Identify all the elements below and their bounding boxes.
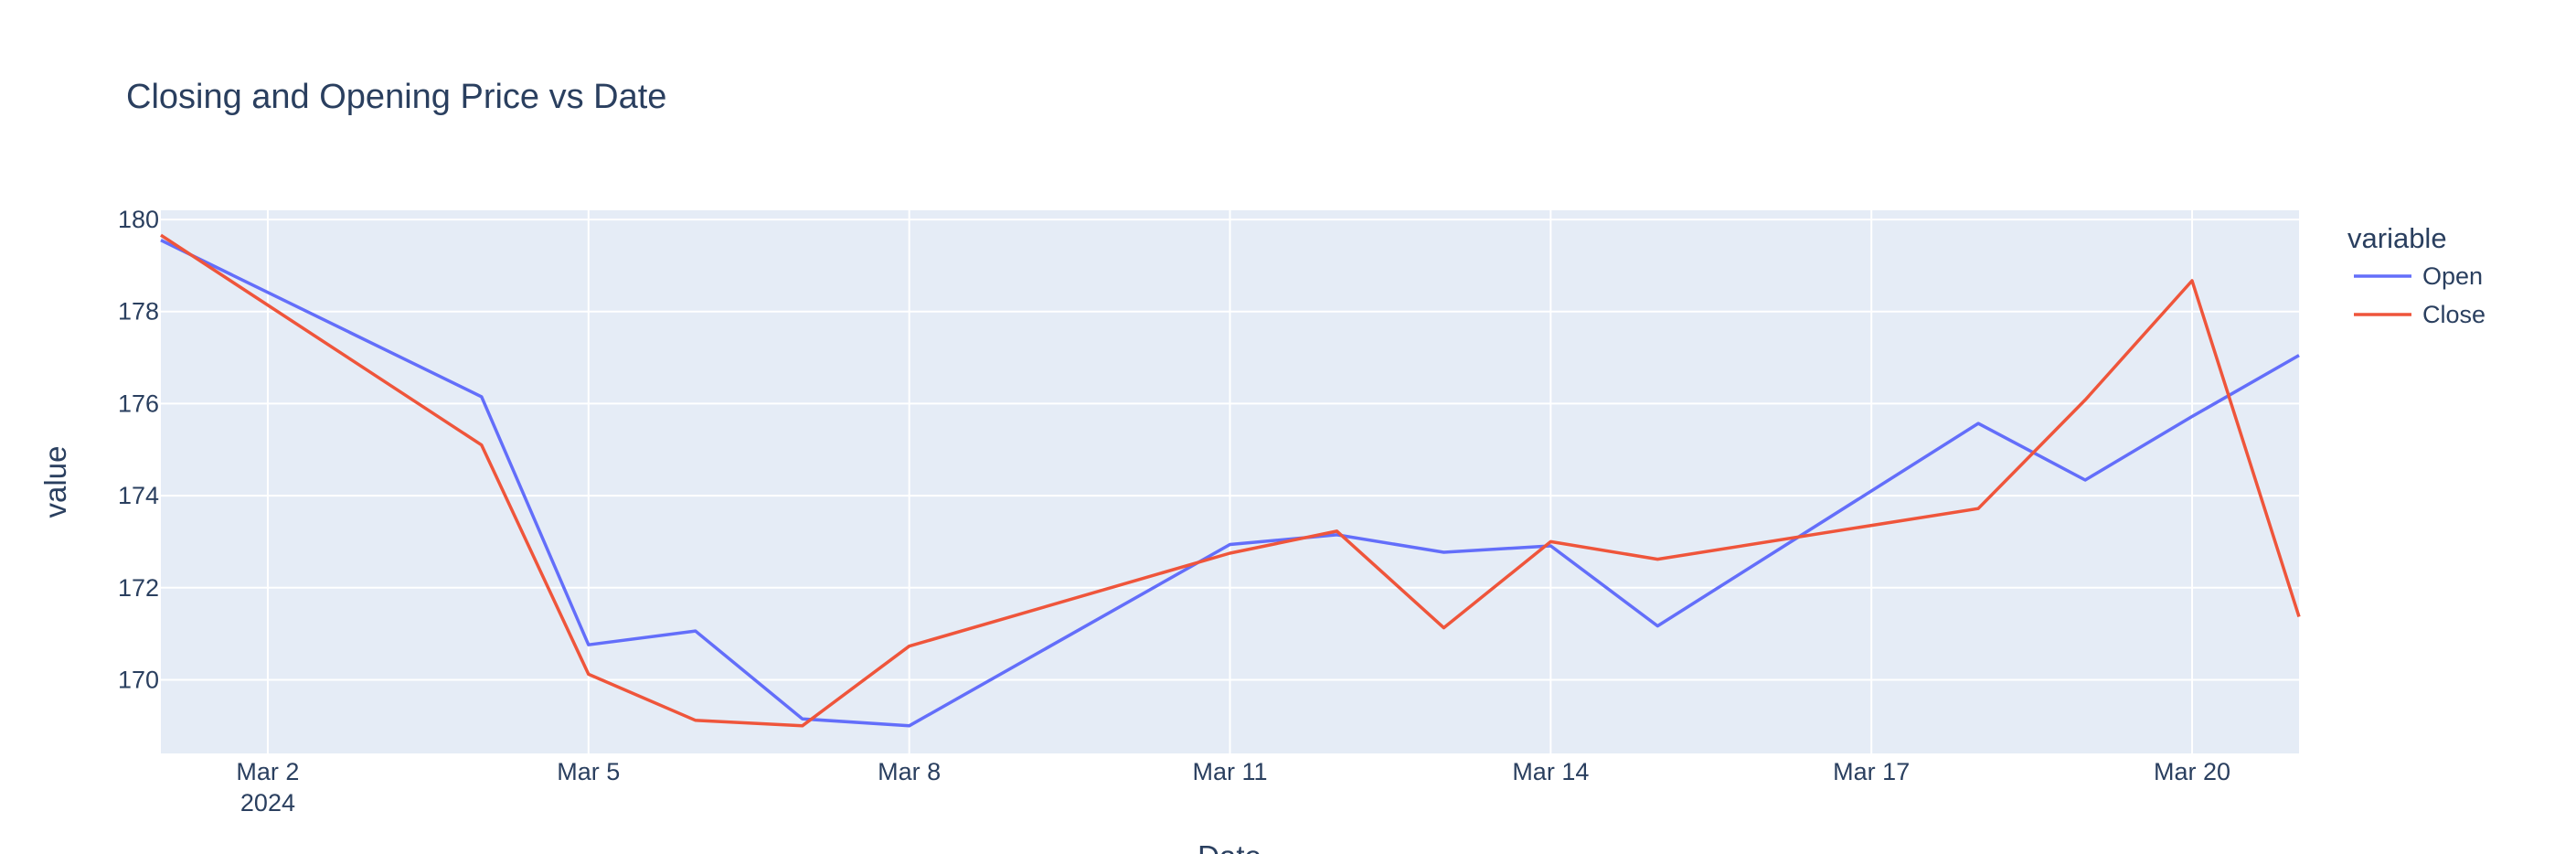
legend-label-close: Close <box>2422 301 2486 328</box>
legend-title: variable <box>2347 222 2447 254</box>
x-gridlines <box>266 210 2194 753</box>
x-tick-label: Mar 2 <box>236 758 299 785</box>
x-tick-label: Mar 14 <box>1512 758 1589 785</box>
y-tick-label: 178 <box>118 298 159 326</box>
y-gridlines <box>161 219 2299 681</box>
legend-label-open: Open <box>2422 262 2483 290</box>
x-tick-year-label: 2024 <box>240 789 295 817</box>
x-axis-title: Date <box>1198 839 1261 854</box>
x-tick-label: Mar 20 <box>2154 758 2230 785</box>
chart-title: Closing and Opening Price vs Date <box>126 78 666 116</box>
x-axis-ticks: Mar 2 2024 Mar 5 Mar 8 Mar 11 Mar 14 Mar 17 Mar… <box>236 758 2230 817</box>
series-line-open <box>160 239 2300 728</box>
y-tick-label: 172 <box>118 574 159 602</box>
x-tick-label: Mar 8 <box>878 758 941 785</box>
legend: variable Open Close <box>2347 222 2486 328</box>
y-axis-title: value <box>38 446 72 518</box>
y-axis-ticks: 170 172 174 176 178 180 <box>118 206 159 693</box>
series-lines <box>160 233 2301 728</box>
x-tick-label: Mar 17 <box>1833 758 1910 785</box>
y-tick-label: 176 <box>118 390 159 417</box>
x-tick-label: Mar 11 <box>1192 758 1267 785</box>
y-tick-label: 180 <box>118 206 159 233</box>
x-tick-label: Mar 5 <box>557 758 620 785</box>
y-tick-label: 170 <box>118 666 159 693</box>
series-line-close <box>160 233 2301 728</box>
y-tick-label: 174 <box>118 482 159 509</box>
